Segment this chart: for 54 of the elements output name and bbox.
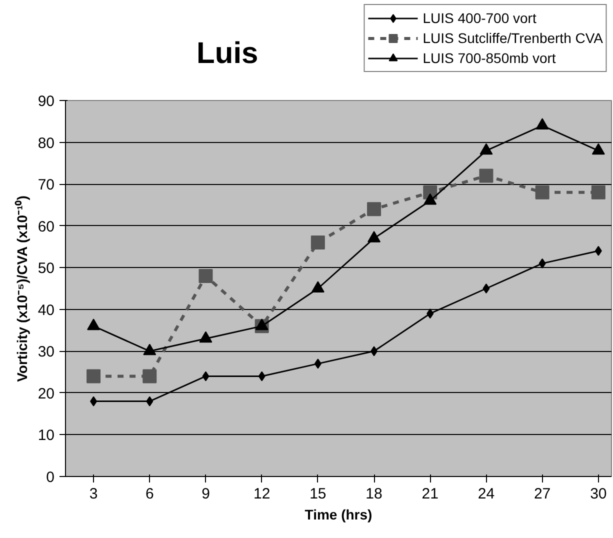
point — [370, 346, 378, 356]
point — [367, 202, 382, 216]
point — [591, 185, 606, 200]
x-tick-label: 15 — [310, 486, 326, 502]
point — [594, 246, 602, 256]
x-tick-label: 6 — [145, 486, 154, 502]
y-tick-label: 40 — [38, 302, 55, 319]
x-tick-label: 21 — [422, 486, 438, 502]
point — [258, 371, 266, 382]
point — [314, 358, 322, 369]
legend-label: LUIS 700-850mb vort — [422, 49, 556, 68]
x-tick-label: 9 — [202, 486, 210, 502]
legend-label: LUIS Sutcliffe/Trenberth CVA — [422, 29, 603, 48]
x-tick-label: 30 — [590, 486, 607, 502]
y-tick-label: 60 — [38, 218, 55, 236]
point — [538, 258, 546, 268]
y-tick-label: 50 — [38, 260, 55, 278]
y-tick-label: 0 — [46, 469, 54, 486]
x-tick-label: 27 — [534, 486, 551, 502]
x-tick-label: 24 — [478, 486, 495, 502]
x-tick-label: 18 — [366, 486, 382, 502]
chart-title: Luis — [196, 37, 258, 70]
point — [255, 318, 268, 330]
point — [202, 371, 210, 382]
point — [143, 344, 156, 356]
point — [199, 331, 212, 343]
point — [592, 143, 605, 155]
x-axis-title: Time (hrs) — [304, 506, 372, 522]
point — [480, 143, 493, 155]
point — [311, 281, 324, 292]
y-tick-label: 20 — [38, 385, 55, 402]
y-tick-label: 70 — [38, 176, 55, 194]
point — [424, 193, 437, 205]
point — [368, 230, 381, 242]
point — [310, 236, 325, 250]
y-axis-title: Vorticity (x10⁻⁵)/CVA (x10⁻¹⁰) — [14, 196, 30, 382]
point — [536, 118, 549, 130]
point — [198, 268, 213, 283]
legend-label: LUIS 400-700 vort — [422, 9, 536, 28]
x-tick-label: 12 — [253, 486, 270, 502]
y-tick-label: 80 — [38, 134, 55, 152]
point — [86, 369, 101, 384]
y-tick-label: 10 — [38, 427, 55, 444]
point — [535, 185, 550, 200]
y-tick-label: 90 — [38, 93, 55, 110]
point — [142, 369, 157, 384]
point — [482, 284, 490, 294]
y-tick-label: 30 — [38, 344, 55, 361]
point — [87, 318, 100, 330]
point — [426, 308, 434, 319]
point — [146, 396, 154, 406]
point — [479, 168, 494, 183]
point — [90, 396, 98, 406]
x-tick-label: 3 — [89, 486, 98, 502]
